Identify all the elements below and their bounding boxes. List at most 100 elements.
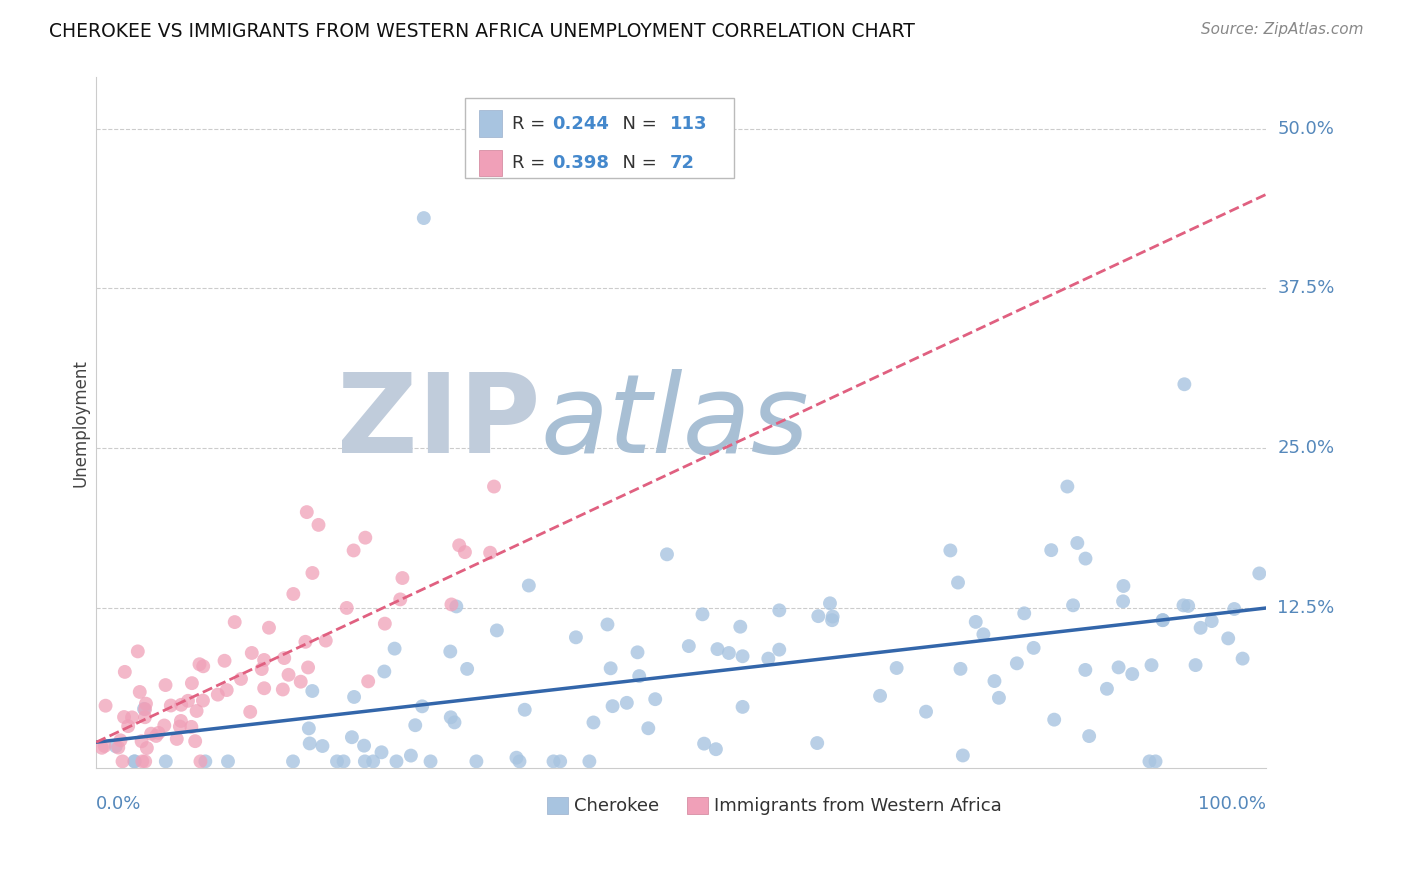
Point	[180, 676, 202, 690]
Point	[298, 736, 321, 750]
Point	[399, 748, 422, 763]
FancyBboxPatch shape	[547, 797, 568, 814]
Point	[326, 755, 349, 769]
Point	[1074, 663, 1097, 677]
Point	[446, 599, 468, 614]
Point	[155, 755, 177, 769]
Point	[155, 678, 177, 692]
Point	[582, 715, 605, 730]
Point	[482, 479, 505, 493]
Point	[443, 715, 465, 730]
Point	[250, 662, 273, 676]
Point	[385, 755, 408, 769]
Text: R =: R =	[512, 154, 551, 172]
Point	[224, 615, 246, 629]
Point	[389, 592, 412, 607]
Point	[965, 615, 987, 629]
Point	[806, 736, 828, 750]
Point	[513, 703, 536, 717]
Point	[342, 543, 364, 558]
Point	[384, 641, 406, 656]
Point	[315, 633, 337, 648]
Point	[153, 718, 176, 732]
Point	[104, 739, 127, 754]
Point	[1005, 657, 1028, 671]
Point	[131, 734, 153, 748]
Point	[343, 690, 366, 704]
Point	[1201, 614, 1223, 628]
Point	[283, 587, 305, 601]
Text: 25.0%: 25.0%	[1278, 439, 1334, 458]
FancyBboxPatch shape	[479, 111, 502, 136]
Point	[353, 739, 375, 753]
Point	[731, 699, 754, 714]
Text: 113: 113	[669, 114, 707, 133]
Point	[1249, 566, 1271, 581]
Point	[678, 639, 700, 653]
Text: 50.0%: 50.0%	[1278, 120, 1334, 137]
Point	[253, 681, 276, 696]
Point	[821, 609, 844, 624]
Point	[391, 571, 413, 585]
Point	[277, 668, 299, 682]
Point	[1112, 579, 1135, 593]
Point	[207, 688, 229, 702]
Point	[127, 644, 149, 658]
Point	[217, 755, 239, 769]
Point	[134, 755, 156, 769]
Point	[440, 710, 463, 724]
Point	[166, 731, 188, 746]
Point	[354, 755, 377, 769]
Point	[869, 689, 891, 703]
Point	[626, 645, 648, 659]
Point	[135, 741, 157, 756]
Point	[1056, 479, 1078, 493]
Point	[336, 601, 359, 615]
Point	[508, 755, 530, 769]
Point	[273, 651, 295, 665]
Point	[297, 660, 319, 674]
Point	[135, 697, 157, 711]
Point	[354, 531, 377, 545]
Point	[215, 683, 238, 698]
Text: N =: N =	[612, 114, 662, 133]
Point	[370, 745, 392, 759]
Point	[485, 624, 508, 638]
Point	[298, 722, 321, 736]
Point	[972, 627, 994, 641]
Point	[253, 653, 276, 667]
Point	[194, 755, 217, 769]
Point	[121, 710, 143, 724]
Point	[301, 566, 323, 580]
Point	[655, 547, 678, 561]
Point	[505, 750, 527, 764]
Point	[949, 662, 972, 676]
Point	[1112, 594, 1135, 608]
Point	[1144, 755, 1167, 769]
Point	[290, 674, 312, 689]
Point	[332, 755, 354, 769]
Point	[180, 720, 202, 734]
Point	[565, 630, 588, 644]
Point	[1074, 551, 1097, 566]
Point	[111, 755, 134, 769]
Point	[90, 740, 112, 755]
Point	[412, 211, 434, 225]
Point	[93, 739, 115, 753]
Text: N =: N =	[612, 154, 662, 172]
Point	[1140, 658, 1163, 673]
Text: CHEROKEE VS IMMIGRANTS FROM WESTERN AFRICA UNEMPLOYMENT CORRELATION CHART: CHEROKEE VS IMMIGRANTS FROM WESTERN AFRI…	[49, 22, 915, 41]
Point	[628, 669, 651, 683]
Point	[1095, 681, 1118, 696]
FancyBboxPatch shape	[465, 98, 734, 178]
Point	[596, 617, 619, 632]
Point	[939, 543, 962, 558]
Point	[124, 755, 146, 769]
Point	[1232, 651, 1254, 665]
Point	[637, 721, 659, 735]
Point	[295, 505, 318, 519]
Text: 0.0%: 0.0%	[96, 796, 142, 814]
Point	[1040, 543, 1063, 558]
Point	[465, 755, 488, 769]
FancyBboxPatch shape	[688, 797, 709, 814]
